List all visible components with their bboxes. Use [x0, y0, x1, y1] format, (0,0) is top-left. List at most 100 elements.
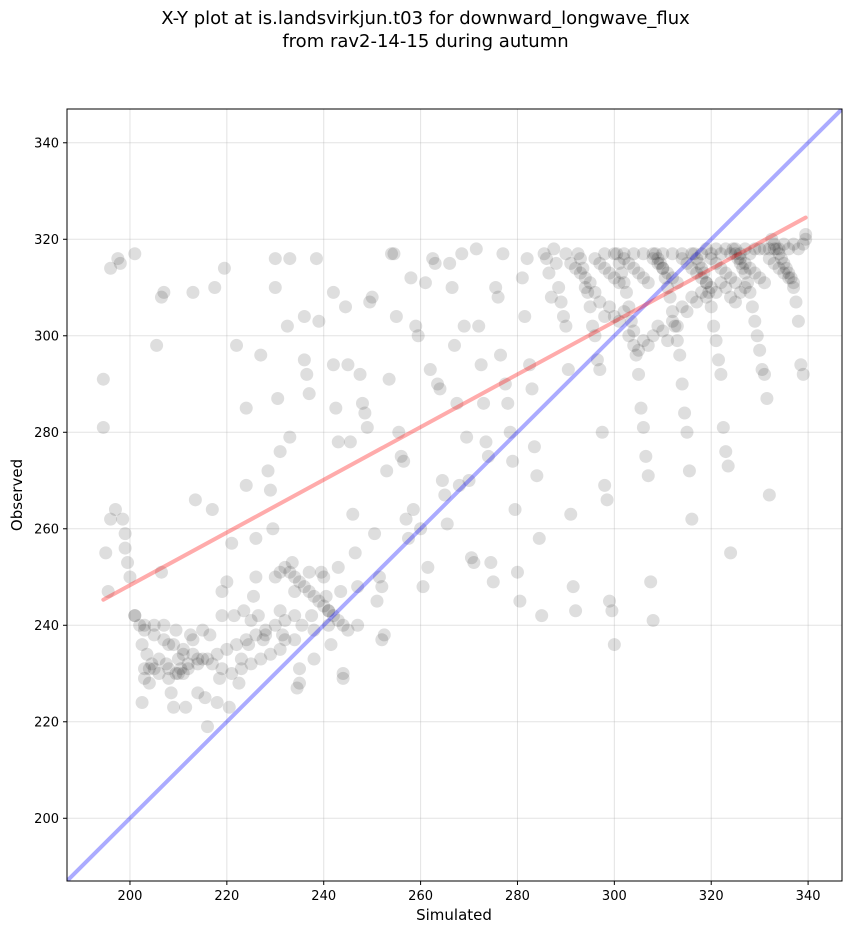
- data-point: [782, 266, 796, 280]
- data-point: [561, 363, 575, 377]
- data-point: [273, 565, 287, 579]
- data-point: [162, 662, 176, 676]
- data-point: [668, 319, 682, 333]
- data-point: [569, 261, 583, 275]
- data-point: [632, 367, 646, 381]
- data-point: [484, 556, 498, 570]
- data-point: [777, 256, 791, 270]
- data-point: [573, 252, 587, 266]
- data-point: [268, 570, 282, 584]
- data-point: [302, 585, 316, 598]
- data-point: [675, 300, 689, 314]
- data-point: [249, 570, 263, 584]
- data-point: [598, 309, 612, 323]
- data-point: [341, 623, 355, 637]
- data-point: [738, 281, 752, 295]
- data-point: [748, 266, 762, 280]
- data-point: [518, 309, 532, 323]
- data-point: [261, 464, 275, 478]
- data-point: [227, 609, 241, 623]
- data-point: [382, 372, 396, 386]
- data-point: [385, 247, 399, 261]
- data-point: [658, 271, 672, 285]
- data-point: [249, 628, 263, 642]
- data-point: [169, 667, 183, 681]
- data-point: [532, 531, 546, 545]
- data-point: [171, 667, 185, 681]
- data-point: [150, 338, 164, 352]
- data-point: [535, 609, 549, 623]
- data-point: [324, 638, 338, 652]
- data-point: [772, 242, 786, 256]
- data-point: [278, 613, 292, 627]
- data-point: [399, 512, 413, 526]
- data-point: [157, 618, 171, 632]
- data-point: [307, 652, 321, 666]
- data-point: [244, 657, 258, 671]
- data-point: [288, 585, 302, 598]
- data-point: [188, 493, 202, 507]
- data-point: [210, 695, 224, 709]
- data-point: [230, 638, 244, 652]
- data-point: [263, 647, 277, 661]
- data-point: [128, 609, 142, 623]
- data-point: [99, 546, 113, 560]
- data-point: [259, 623, 273, 637]
- data-point: [213, 671, 227, 685]
- data-point: [709, 334, 723, 348]
- data-point: [433, 382, 447, 396]
- data-point: [234, 662, 248, 676]
- data-point: [370, 594, 384, 608]
- data-point: [639, 449, 653, 463]
- data-point: [200, 652, 214, 666]
- data-point: [464, 551, 478, 565]
- data-point: [307, 589, 321, 603]
- data-point: [273, 445, 287, 459]
- data-point: [583, 276, 597, 290]
- data-point: [326, 358, 340, 372]
- data-point: [138, 671, 151, 685]
- data-point: [140, 647, 154, 661]
- data-point: [665, 305, 679, 319]
- data-point: [135, 695, 149, 709]
- data-point: [774, 252, 788, 266]
- data-point: [121, 556, 135, 570]
- data-point: [205, 657, 219, 671]
- data-point: [167, 700, 181, 714]
- data-point: [632, 266, 646, 280]
- data-point: [375, 580, 389, 594]
- data-point: [530, 469, 544, 483]
- data-point: [174, 662, 188, 676]
- data-point: [283, 565, 297, 579]
- data-point: [416, 580, 430, 594]
- y-tick-label: 260: [34, 522, 59, 537]
- data-point: [191, 686, 205, 700]
- data-point: [552, 281, 566, 295]
- data-point: [566, 580, 580, 594]
- data-point: [259, 628, 273, 642]
- data-point: [675, 377, 689, 391]
- data-point: [496, 247, 510, 261]
- data-point: [293, 575, 306, 589]
- data-point: [634, 401, 648, 415]
- data-point: [435, 474, 449, 488]
- data-point: [513, 594, 527, 608]
- data-point: [733, 285, 747, 299]
- data-point: [603, 266, 616, 280]
- data-point: [607, 638, 621, 652]
- data-point: [254, 348, 268, 362]
- data-point: [409, 319, 423, 333]
- x-tick-label: 200: [118, 889, 143, 904]
- data-point: [331, 613, 345, 627]
- data-point: [685, 290, 699, 304]
- data-point: [632, 343, 646, 357]
- data-point: [421, 560, 435, 574]
- data-point: [101, 585, 115, 598]
- data-point: [782, 271, 796, 285]
- data-point: [181, 657, 195, 671]
- chart-title-line-2: from rav2-14-15 during autumn: [282, 31, 569, 52]
- data-point: [375, 633, 389, 647]
- data-point: [293, 662, 306, 676]
- data-point: [198, 691, 212, 705]
- data-point: [249, 531, 263, 545]
